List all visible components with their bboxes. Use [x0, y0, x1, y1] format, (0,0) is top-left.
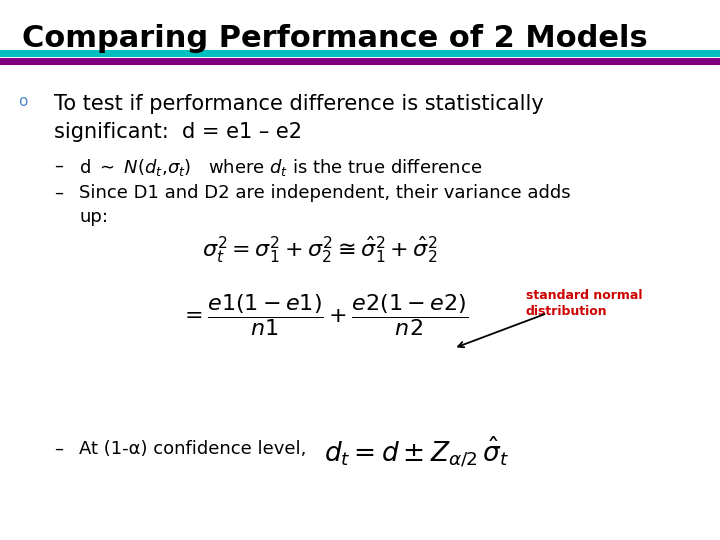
Text: $\sigma_t^2 = \sigma_1^2 + \sigma_2^2 \cong \hat{\sigma}_1^2 + \hat{\sigma}_2^2$: $\sigma_t^2 = \sigma_1^2 + \sigma_2^2 \c… — [202, 235, 437, 266]
FancyBboxPatch shape — [0, 58, 720, 65]
Text: At (1-α) confidence level,: At (1-α) confidence level, — [79, 440, 307, 458]
Text: Since D1 and D2 are independent, their variance adds: Since D1 and D2 are independent, their v… — [79, 184, 571, 201]
Text: –: – — [54, 184, 63, 201]
Text: up:: up: — [79, 208, 108, 226]
Text: $d_t = d \pm Z_{\alpha/2}\,\hat{\sigma}_t$: $d_t = d \pm Z_{\alpha/2}\,\hat{\sigma}_… — [324, 435, 510, 470]
Text: o: o — [18, 94, 27, 110]
Text: –: – — [54, 157, 63, 174]
Text: significant:  d = e1 – e2: significant: d = e1 – e2 — [54, 122, 302, 141]
FancyBboxPatch shape — [0, 50, 720, 57]
Text: $= \dfrac{e1(1-e1)}{n1} + \dfrac{e2(1-e2)}{n2}$: $= \dfrac{e1(1-e1)}{n1} + \dfrac{e2(1-e2… — [180, 292, 469, 338]
Text: Comparing Performance of 2 Models: Comparing Performance of 2 Models — [22, 24, 647, 53]
Text: d $\sim$ $\it{N}$($d_t$,$\sigma_t$)   where $d_t$ is the true difference: d $\sim$ $\it{N}$($d_t$,$\sigma_t$) wher… — [79, 157, 482, 178]
Text: standard normal
distribution: standard normal distribution — [526, 289, 642, 318]
Text: –: – — [54, 440, 63, 458]
Text: To test if performance difference is statistically: To test if performance difference is sta… — [54, 94, 544, 114]
